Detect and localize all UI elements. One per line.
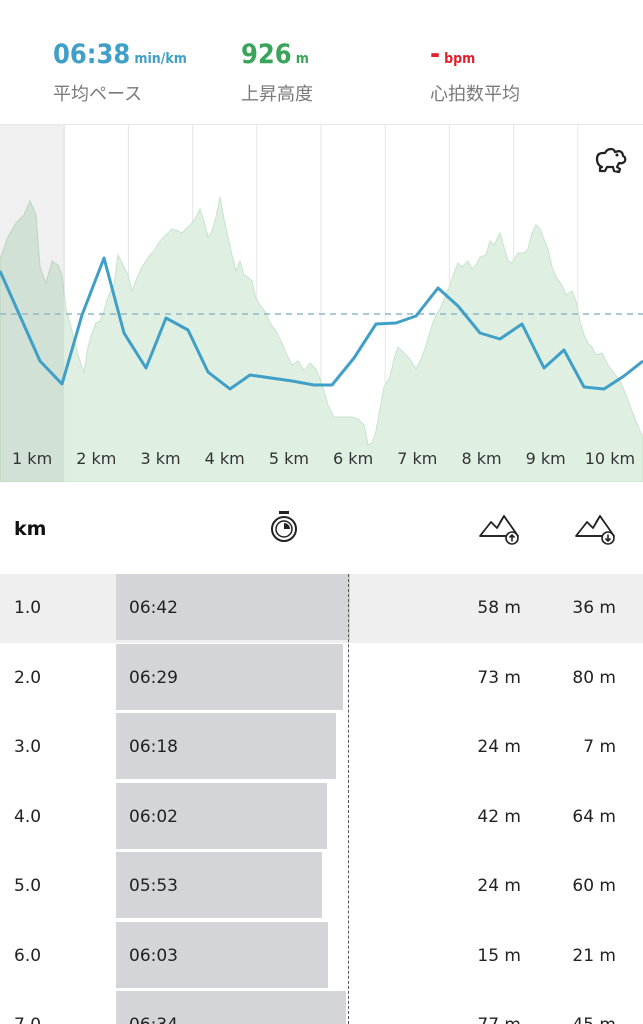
km-axis-label: 3 km (140, 449, 180, 468)
split-row[interactable]: 6.0 06:03 15 m 21 m (0, 921, 643, 991)
heart-rate-label: 心拍数平均 (430, 84, 520, 105)
header-divider (0, 124, 643, 125)
chart-svg: 1 km 2 km 3 km 4 km 5 km 6 km 7 km 8 km 9 km 10 k… (0, 125, 643, 482)
km-band-4[interactable] (193, 125, 257, 482)
km-band-6[interactable] (321, 125, 385, 482)
splits-table-body: 1.0 06:42 58 m 36 m 2.0 06:29 73 m 80 m 3.0 06:18… (0, 574, 643, 1024)
km-axis-label: 4 km (205, 449, 245, 468)
split-pace: 06:42 (129, 598, 178, 618)
km-axis-label: 10 km (585, 449, 635, 468)
split-pace: 05:53 (129, 876, 178, 896)
split-ascent: 24 m (477, 737, 521, 757)
pace-bar (116, 852, 322, 918)
km-axis-label: 7 km (397, 449, 437, 468)
split-descent: 60 m (572, 876, 616, 896)
pace-elevation-chart[interactable]: 1 km 2 km 3 km 4 km 5 km 6 km 7 km 8 km 9 km 10 k… (0, 125, 643, 482)
split-ascent: 77 m (477, 1015, 521, 1024)
split-descent: 7 m (583, 737, 616, 757)
split-descent: 64 m (572, 806, 616, 827)
split-descent: 45 m (572, 1015, 616, 1024)
split-km: 6.0 (14, 945, 42, 966)
pace-bar (116, 921, 328, 988)
km-axis-label: 1 km (12, 449, 52, 468)
split-pace: 06:02 (129, 806, 178, 827)
km-band-8[interactable] (449, 125, 513, 482)
km-band-2[interactable] (64, 125, 128, 482)
km-axis-label: 6 km (333, 449, 373, 468)
heart-rate-value: - (430, 39, 441, 70)
split-descent: 80 m (572, 667, 616, 688)
split-ascent: 58 m (477, 598, 521, 618)
split-ascent: 15 m (477, 945, 521, 966)
avg-pace-stat: 06:38 min/km 平均ペース (53, 38, 187, 106)
split-pace: 06:34 (129, 1015, 178, 1024)
km-axis-label: 2 km (76, 449, 116, 468)
runner-toggle-icon (595, 147, 627, 174)
pace-bar (116, 643, 343, 710)
split-pace: 06:29 (129, 667, 178, 688)
split-ascent: 24 m (477, 876, 521, 896)
km-axis-labels: 1 km 2 km 3 km 4 km 5 km 6 km 7 km 8 km 9 km 10 k… (12, 449, 635, 468)
avg-pace-value: 06:38 (53, 39, 131, 70)
km-band-1[interactable] (0, 125, 64, 482)
km-axis-label: 5 km (269, 449, 309, 468)
pace-line (0, 256, 643, 391)
selected-km-band (0, 125, 65, 482)
splits-table-header: km (0, 482, 643, 574)
pace-bar (116, 782, 327, 849)
split-row[interactable]: 3.0 06:18 24 m 7 m (0, 713, 643, 782)
summary-stats: 06:38 min/km 平均ペース 926 m 上昇高度 - bpm 心拍数平均 (0, 0, 643, 124)
mountain-up-icon (479, 514, 519, 545)
pace-bar (116, 991, 346, 1024)
heart-rate-unit: bpm (444, 51, 476, 67)
split-pace: 06:18 (129, 737, 178, 757)
split-km: 5.0 (14, 876, 42, 896)
pace-bar (116, 713, 337, 779)
split-descent: 36 m (572, 598, 616, 618)
split-row[interactable]: 5.0 05:53 24 m 60 m (0, 852, 643, 921)
split-km: 7.0 (14, 1015, 41, 1024)
km-column-header: km (14, 518, 47, 540)
pace-bar (116, 574, 351, 640)
runner-toggle-button[interactable] (593, 145, 629, 181)
heart-rate-value-line: - bpm (430, 38, 520, 76)
split-km: 1.0 (14, 598, 42, 618)
ascent-column-header[interactable] (478, 510, 522, 550)
selected-km-overlay (0, 125, 578, 482)
avg-pace-unit: min/km (134, 51, 187, 67)
split-row[interactable]: 2.0 06:29 73 m 80 m (0, 643, 643, 713)
split-ascent: 42 m (477, 806, 521, 827)
avg-pace-value-line: 06:38 min/km (53, 38, 187, 76)
pace-column-header[interactable] (268, 510, 300, 548)
elevation-unit: m (295, 51, 309, 67)
split-row[interactable]: 1.0 06:42 58 m 36 m (0, 574, 643, 643)
descent-column-header[interactable] (574, 510, 618, 550)
split-pace: 06:03 (129, 945, 178, 966)
split-km: 3.0 (14, 737, 42, 757)
elevation-value-line: 926 m (241, 38, 313, 76)
elevation-value: 926 (241, 39, 292, 70)
split-row[interactable]: 7.0 06:34 77 m 45 m (0, 991, 643, 1024)
heart-rate-stat: - bpm 心拍数平均 (430, 38, 520, 106)
split-km: 2.0 (14, 667, 42, 688)
split-ascent: 73 m (477, 667, 521, 688)
average-pace-marker (348, 574, 349, 1024)
km-band-9[interactable] (514, 125, 578, 482)
split-descent: 21 m (572, 945, 616, 966)
km-band-3[interactable] (128, 125, 192, 482)
mountain-down-icon (575, 514, 615, 545)
km-band-5[interactable] (257, 125, 321, 482)
split-km: 4.0 (14, 806, 42, 827)
km-axis-label: 8 km (461, 449, 501, 468)
stopwatch-icon (271, 511, 297, 542)
km-band-7[interactable] (385, 125, 449, 482)
elevation-gain-stat: 926 m 上昇高度 (241, 38, 313, 106)
elevation-area (0, 196, 643, 482)
split-row[interactable]: 4.0 06:02 42 m 64 m (0, 782, 643, 852)
km-axis-label: 9 km (526, 449, 566, 468)
avg-pace-label: 平均ペース (53, 84, 143, 105)
elevation-label: 上昇高度 (241, 84, 313, 105)
